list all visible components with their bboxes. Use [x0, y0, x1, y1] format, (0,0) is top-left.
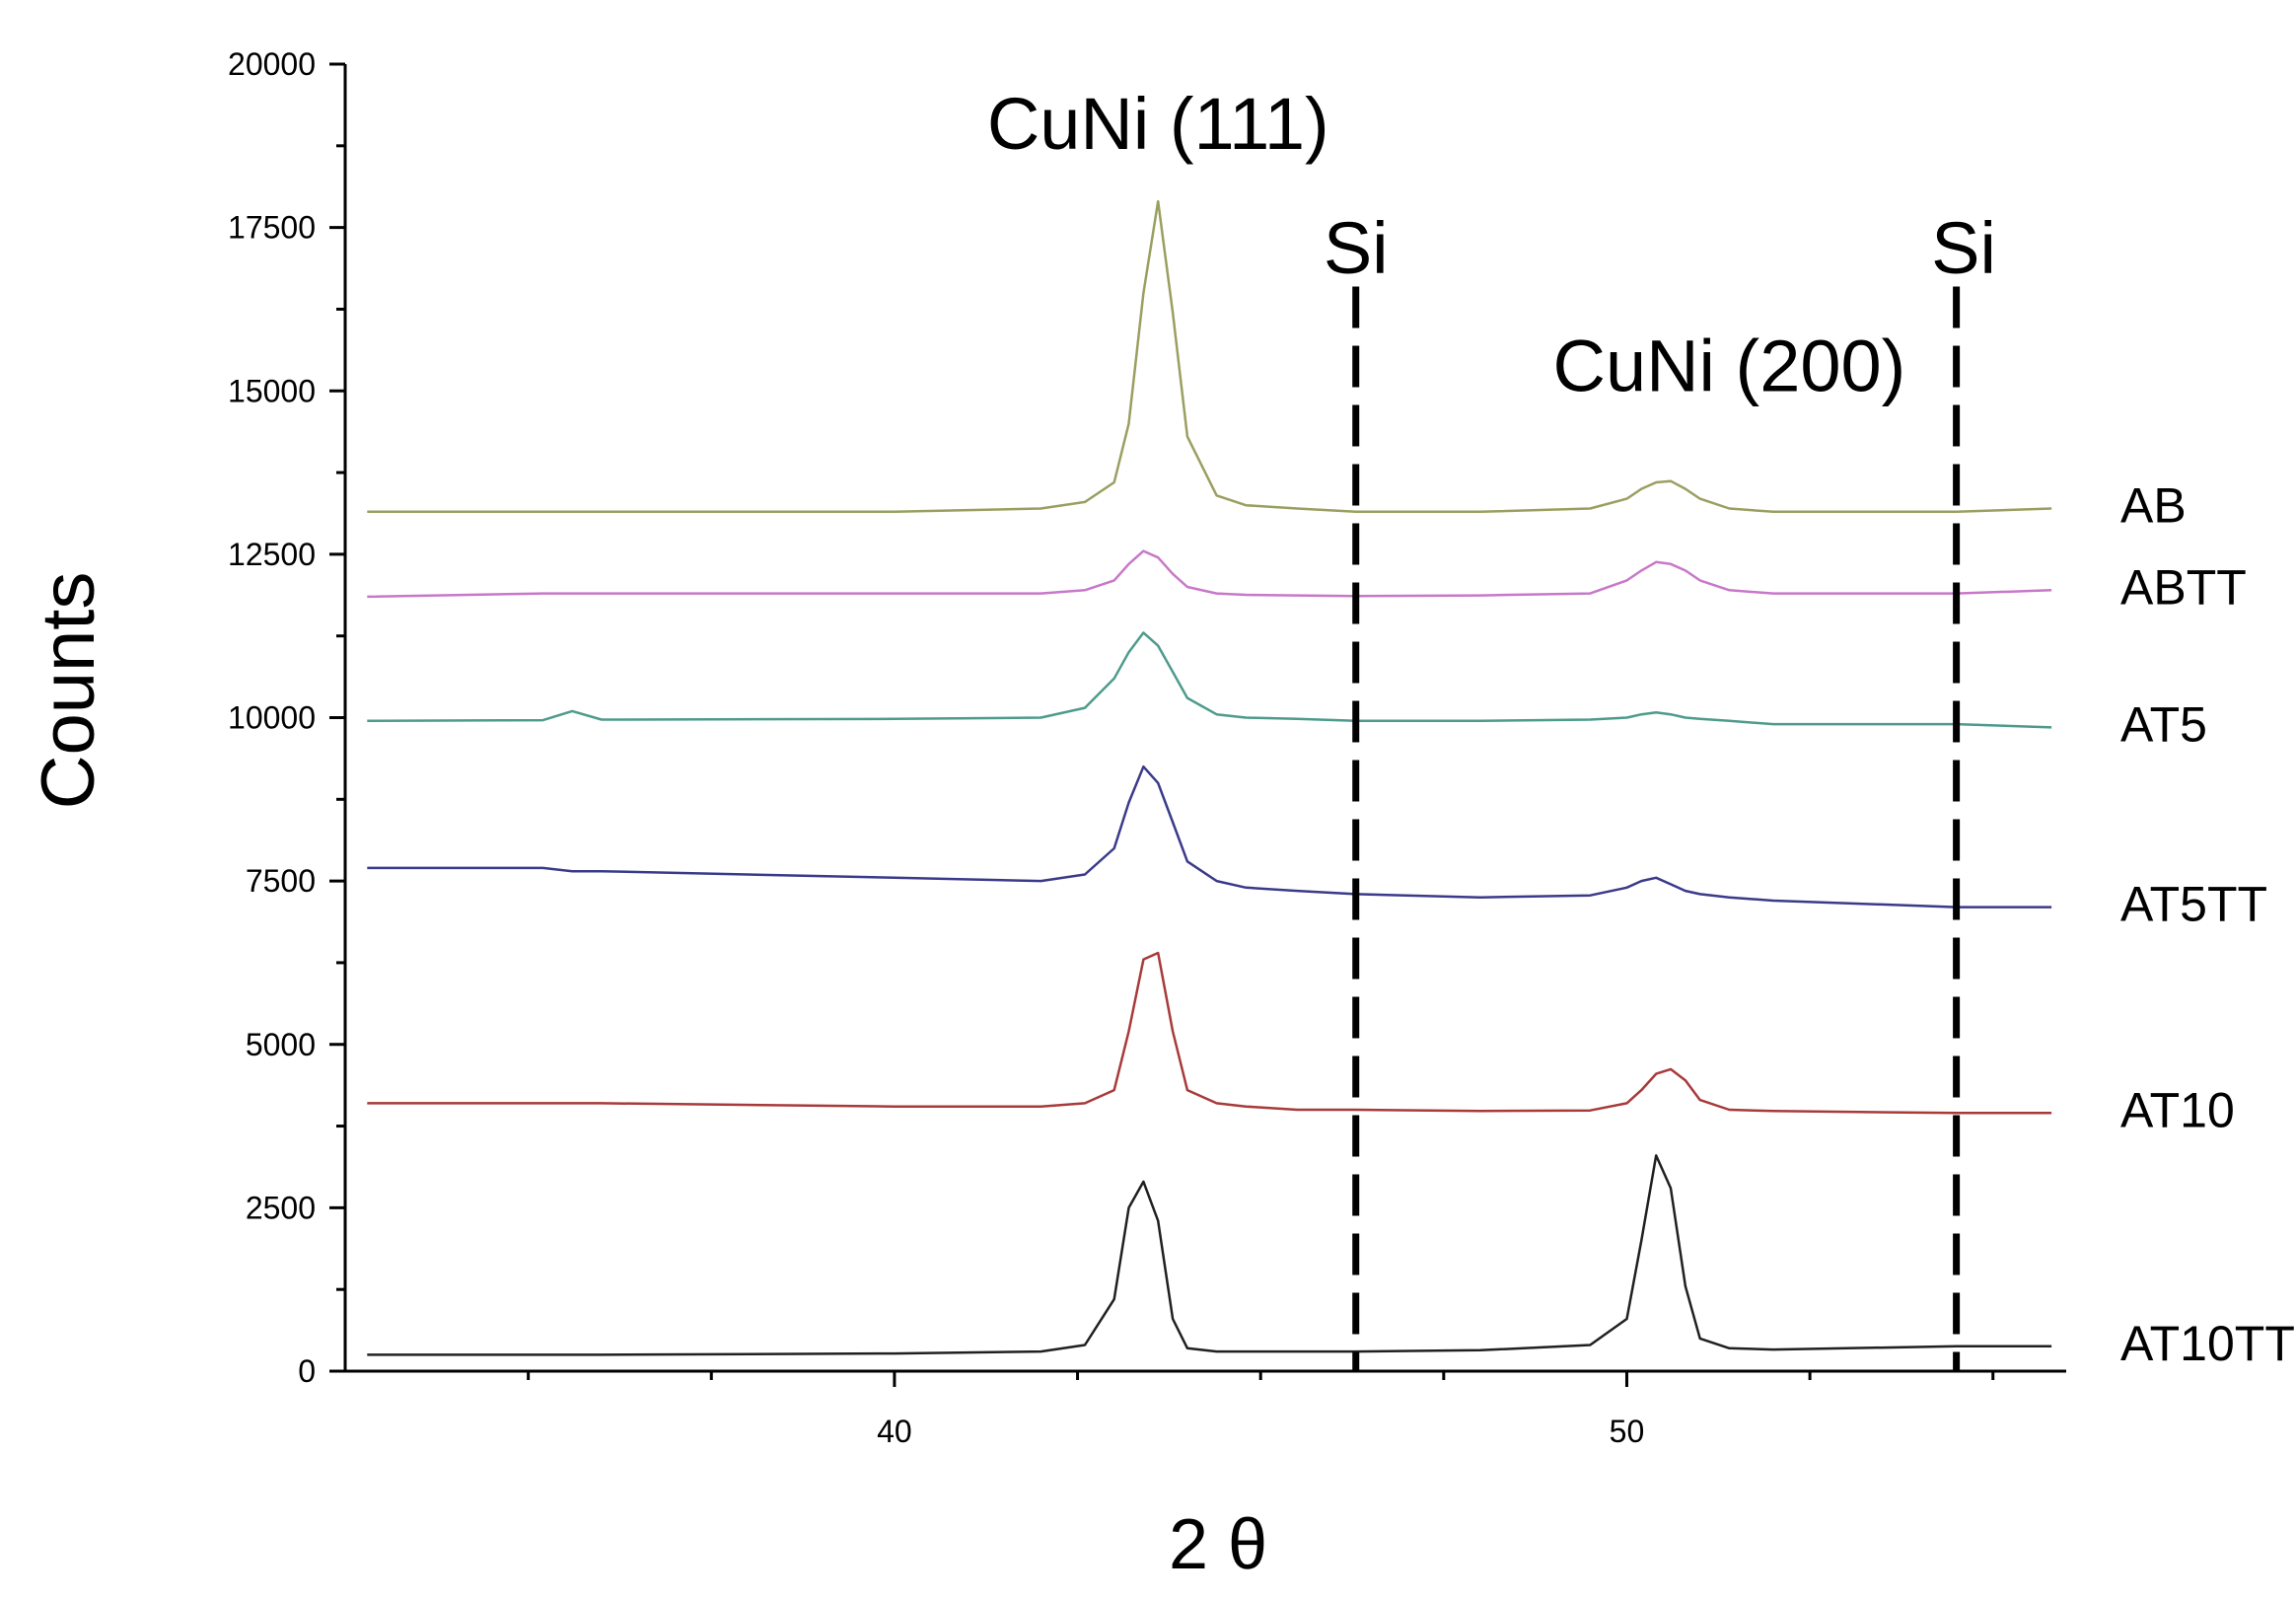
peak-annotation: Si [1931, 207, 1996, 289]
axes: 0 2500 5000 7500 10000 12500 15000 17500 20000 40… [228, 46, 2066, 1449]
y-tick-label: 0 [298, 1353, 316, 1389]
y-tick-label: 20000 [228, 46, 316, 82]
series-label-at5: AT5 [2120, 696, 2207, 752]
series-label-at10: AT10 [2120, 1082, 2235, 1137]
series-label-at10tt: AT10TT [2120, 1316, 2295, 1371]
series-line-ab [367, 199, 2052, 514]
peak-annotation: CuNi (111) [987, 83, 1329, 165]
y-tick-label: 17500 [228, 210, 316, 246]
series-line-at10 [367, 951, 2052, 1115]
x-tick-label: 40 [877, 1414, 912, 1449]
x-axis-title: 2 θ [1169, 1505, 1267, 1584]
y-tick-label: 2500 [246, 1190, 316, 1225]
series-line-abtt [367, 549, 2052, 599]
peak-annotation: Si [1324, 207, 1389, 289]
annotations: CuNi (111) CuNi (200) Si Si [987, 83, 1996, 406]
x-tick-label: 50 [1610, 1414, 1645, 1449]
series-line-at10tt [367, 1154, 2052, 1356]
y-tick-label: 15000 [228, 373, 316, 408]
peak-annotation: CuNi (200) [1553, 325, 1906, 406]
y-axis-title: Counts [27, 572, 110, 810]
y-tick-label: 10000 [228, 700, 316, 736]
y-tick-label: 12500 [228, 537, 316, 572]
series-labels: AB ABTT AT5 AT5TT AT10 AT10TT [2120, 478, 2295, 1371]
plot-lines [367, 199, 2052, 1356]
y-tick-label: 5000 [246, 1027, 316, 1062]
series-line-at5tt [367, 764, 2052, 909]
series-label-abtt: ABTT [2120, 559, 2247, 615]
y-tick-label: 7500 [246, 863, 316, 899]
series-line-at5 [367, 631, 2052, 729]
reference-lines [1352, 286, 1961, 1371]
series-label-ab: AB [2120, 478, 2187, 534]
series-label-at5tt: AT5TT [2120, 877, 2267, 932]
